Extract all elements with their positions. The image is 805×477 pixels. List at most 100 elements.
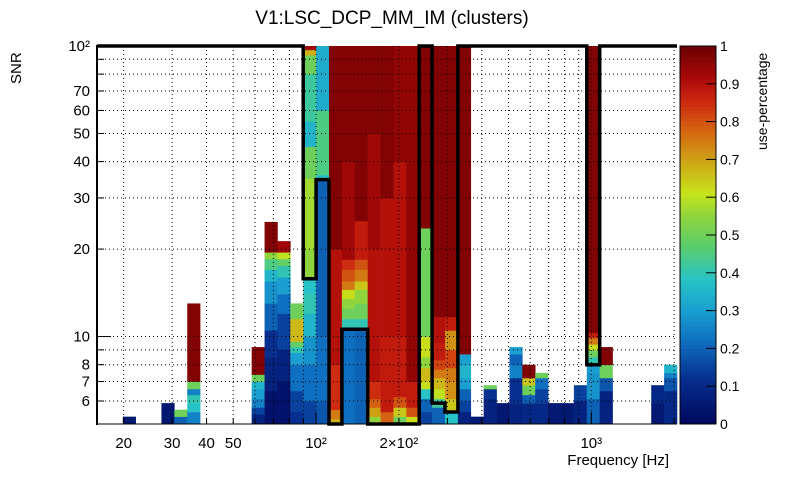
- heatmap-cell: [419, 388, 433, 400]
- colorbar-swatch: [680, 144, 716, 149]
- heatmap-cell: [573, 385, 588, 402]
- heatmap-cell: [251, 407, 265, 415]
- colorbar-swatch: [680, 114, 716, 119]
- colorbar-tick-label: 0.9: [720, 76, 740, 92]
- heatmap-cell: [367, 46, 381, 134]
- heatmap-cell: [483, 388, 497, 400]
- colorbar-swatch: [680, 159, 716, 164]
- heatmap-cell: [509, 403, 523, 425]
- colorbar-swatch: [680, 389, 716, 395]
- heatmap-cell: [406, 416, 420, 425]
- colorbar-swatch: [680, 276, 716, 281]
- colorbar-swatch: [680, 231, 716, 236]
- heatmap-cell: [303, 277, 317, 295]
- heatmap-cell: [393, 161, 407, 337]
- heatmap-cell: [535, 388, 549, 404]
- heatmap-cell: [432, 388, 446, 400]
- heatmap-cell: [651, 403, 665, 425]
- heatmap-cell: [303, 74, 317, 122]
- colorbar-swatch: [680, 212, 716, 217]
- cluster-boundary: [97, 44, 677, 426]
- colorbar-swatch: [680, 83, 716, 88]
- heatmap-cell: [535, 372, 549, 379]
- y-tick-label: 7: [82, 374, 90, 391]
- colorbar-swatch: [680, 178, 716, 183]
- heatmap-cell: [586, 349, 600, 358]
- heatmap-cell: [586, 372, 600, 400]
- heatmap-cell: [432, 369, 446, 379]
- colorbar-swatch: [680, 321, 716, 327]
- colorbar-swatch: [680, 401, 716, 406]
- colorbar-swatch: [680, 374, 716, 380]
- heatmap-cell: [251, 388, 265, 400]
- heatmap-cell: [599, 377, 613, 392]
- heatmap-cell: [354, 289, 368, 304]
- heatmap-cell: [664, 364, 678, 374]
- heatmap-cell: [419, 381, 433, 390]
- x-tick-label: 10²: [305, 435, 327, 452]
- heatmap-cell: [161, 403, 175, 425]
- heatmap-cell: [251, 381, 265, 390]
- grid-lines: [97, 46, 677, 424]
- colorbar-swatch: [680, 189, 716, 194]
- heatmap-cell: [599, 390, 613, 425]
- heatmap-cell: [354, 318, 368, 330]
- colorbar-swatch: [680, 193, 716, 198]
- heatmap-cell: [187, 388, 201, 396]
- heatmap-cell: [586, 344, 600, 351]
- colorbar-swatch: [680, 238, 716, 243]
- colorbar-swatch: [680, 64, 716, 70]
- heatmap-cell: [445, 381, 459, 400]
- heatmap-cell: [445, 46, 459, 318]
- colorbar-tick-label: 0.5: [720, 227, 740, 243]
- heatmap-cell: [483, 398, 497, 425]
- x-tick-label: 40: [198, 435, 215, 452]
- heatmap-cell: [664, 377, 678, 392]
- colorbar-swatch: [680, 246, 716, 251]
- colorbar-swatch: [680, 359, 716, 364]
- x-tick-label: 20: [115, 435, 132, 452]
- heatmap-cell: [264, 258, 278, 270]
- colorbar-tick-label: 0.7: [720, 151, 740, 167]
- colorbar-swatch: [680, 53, 716, 58]
- heatmap-cell: [367, 381, 381, 400]
- heatmap-cell: [586, 337, 600, 345]
- colorbar-swatch: [680, 110, 716, 115]
- colorbar-swatch: [680, 295, 716, 300]
- colorbar-swatch: [680, 416, 716, 421]
- colorbar-swatch: [680, 314, 716, 319]
- colorbar-swatch: [680, 72, 716, 77]
- heatmap-cell: [457, 400, 472, 413]
- colorbar-swatch: [680, 310, 716, 315]
- colorbar-swatch: [680, 287, 716, 293]
- heatmap-cell: [264, 281, 278, 304]
- colorbar-swatch: [680, 182, 716, 187]
- heatmap-cell: [522, 394, 536, 404]
- colorbar-swatch: [680, 200, 716, 206]
- heatmap-cell: [187, 411, 201, 425]
- heatmap-cell: [457, 354, 472, 365]
- colorbar-swatch: [680, 382, 716, 387]
- heatmap-cell: [586, 46, 600, 334]
- y-tick-label: 6: [82, 393, 90, 410]
- heatmap-cell: [251, 414, 265, 425]
- colorbar-swatch: [680, 125, 716, 130]
- heatmap-cell: [393, 336, 407, 398]
- colorbar-swatch: [680, 265, 716, 270]
- colorbar-swatch: [680, 87, 716, 92]
- colorbar-swatch: [680, 371, 716, 376]
- heatmap-cell: [354, 329, 368, 425]
- heatmap-cell: [561, 403, 575, 425]
- heatmap-cell: [341, 281, 356, 290]
- heatmap-cell: [367, 407, 381, 417]
- heatmap-cell: [303, 313, 317, 337]
- colorbar-swatch: [680, 250, 716, 255]
- colorbar-tick-label: 0.1: [720, 378, 740, 394]
- colorbar-swatch: [680, 95, 716, 100]
- colorbar-swatch: [680, 216, 716, 221]
- colorbar-swatch: [680, 337, 716, 342]
- colorbar-swatch: [680, 299, 716, 304]
- colorbar-swatch: [680, 219, 716, 225]
- heatmap-cell: [264, 221, 278, 253]
- heatmap-cell: [277, 241, 291, 253]
